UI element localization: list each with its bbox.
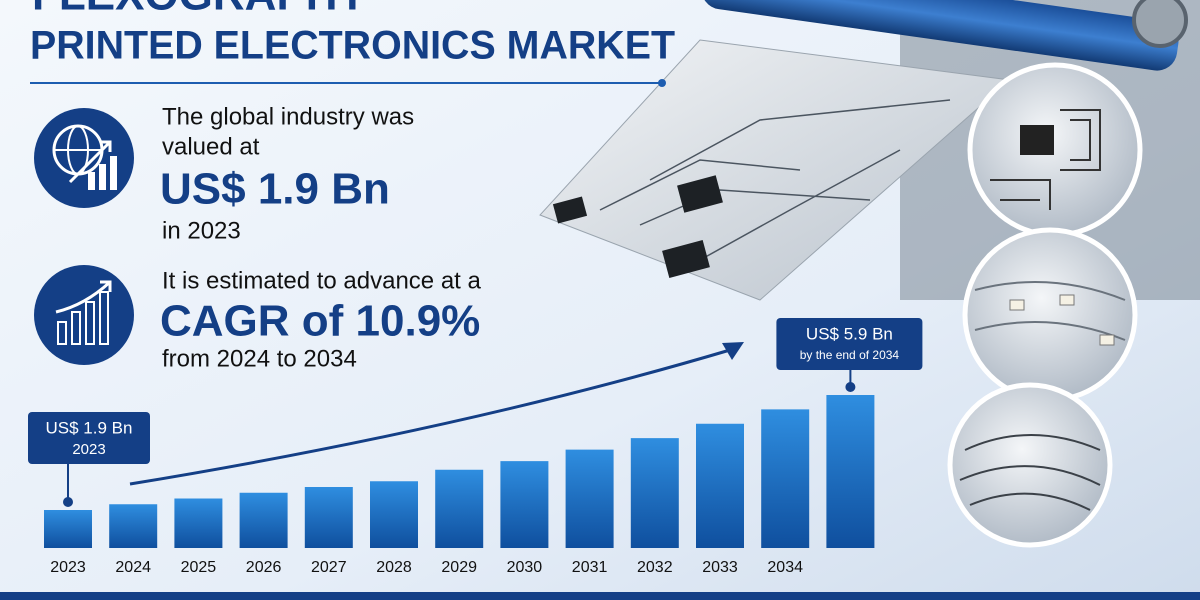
x-tick-label: 2033 — [702, 559, 738, 576]
subtitle: PRINTED ELECTRONICS MARKET — [30, 24, 675, 68]
bar — [239, 492, 288, 548]
growth-arrow-head — [722, 342, 744, 360]
x-tick-label: 2024 — [115, 559, 151, 576]
detail-images — [947, 62, 1143, 548]
x-tick-label: 2023 — [50, 559, 86, 576]
bar — [304, 487, 353, 548]
callout-box — [28, 412, 150, 464]
bar — [174, 498, 223, 548]
bar — [109, 504, 158, 548]
title: FLEXOGRAPHY — [32, 0, 367, 20]
bottom-strip — [0, 592, 1200, 600]
bar — [370, 481, 418, 548]
x-tick-label: 2034 — [767, 559, 803, 576]
title-rule-dot — [658, 79, 666, 87]
value-label: US$ 1.9 Bn — [46, 418, 133, 437]
x-tick-label: 2026 — [246, 559, 282, 576]
value-label: US$ 5.9 Bn — [806, 324, 893, 343]
stat-text: It is estimated to advance at a — [162, 267, 481, 294]
x-tick-label: 2027 — [311, 559, 347, 576]
bar — [435, 469, 484, 548]
x-tick-label: 2031 — [572, 559, 608, 576]
x-tick-label: 2028 — [376, 559, 412, 576]
bar — [696, 423, 744, 548]
x-tick-label: 2032 — [637, 559, 673, 576]
callout-box — [776, 318, 923, 370]
stat-highlight: CAGR of 10.9% — [160, 297, 480, 346]
x-tick-label: 2029 — [441, 559, 477, 576]
bar — [826, 395, 875, 548]
stat-highlight: US$ 1.9 Bn — [160, 165, 390, 214]
callout-dot — [845, 382, 856, 392]
growth-arrow — [129, 348, 731, 486]
bar — [565, 449, 614, 548]
stat-text: valued at — [162, 133, 260, 160]
stat-text: from 2024 to 2034 — [162, 345, 357, 372]
stat-text: The global industry was — [162, 103, 414, 130]
bar — [630, 438, 679, 548]
stat-icon — [34, 108, 134, 208]
stat-text: in 2023 — [162, 217, 241, 244]
x-tick-label: 2025 — [181, 559, 217, 576]
value-note: by the end of 2034 — [800, 348, 900, 362]
stat-icon — [34, 265, 134, 365]
bar — [500, 461, 549, 548]
callout-dot — [63, 497, 73, 507]
x-tick-label: 2030 — [507, 559, 543, 576]
bar — [761, 409, 810, 548]
bar-chart: 2023 US$ 1.9 Bn 2023 2024 2025 2026 2027 2028 20… — [28, 318, 923, 576]
value-note: 2023 — [72, 441, 105, 458]
bar — [44, 510, 92, 548]
